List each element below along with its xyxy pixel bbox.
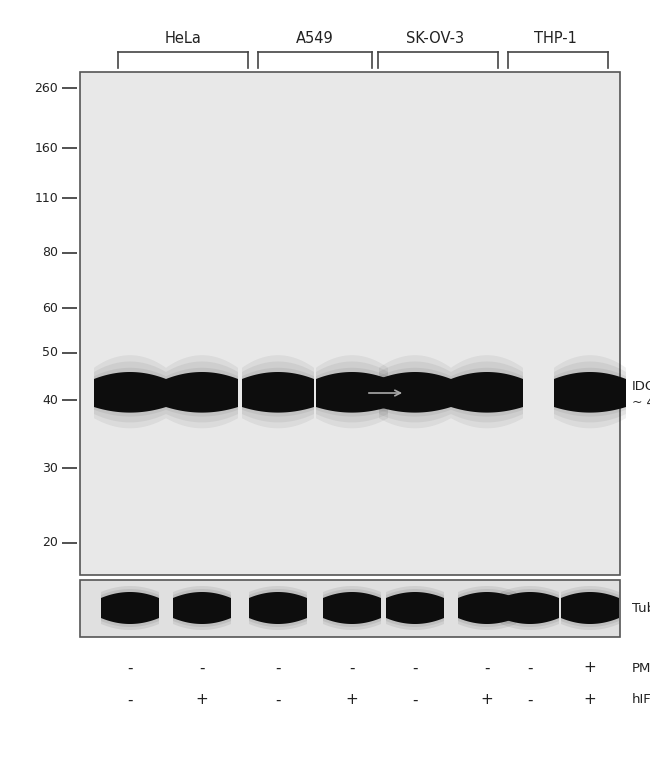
Text: 50: 50: [42, 346, 58, 360]
Polygon shape: [554, 372, 626, 413]
Text: -: -: [127, 661, 133, 675]
Polygon shape: [166, 361, 238, 423]
Text: -: -: [127, 692, 133, 708]
Text: -: -: [349, 661, 355, 675]
Text: -: -: [412, 692, 418, 708]
Polygon shape: [501, 592, 559, 624]
Text: 80: 80: [42, 246, 58, 259]
Polygon shape: [242, 368, 314, 417]
Text: +: +: [480, 692, 493, 708]
Polygon shape: [242, 355, 314, 428]
Polygon shape: [94, 361, 166, 423]
Text: 160: 160: [34, 142, 58, 155]
Polygon shape: [94, 355, 166, 428]
Text: PMA: PMA: [632, 661, 650, 675]
Polygon shape: [451, 355, 523, 428]
Polygon shape: [249, 589, 307, 627]
Polygon shape: [451, 372, 523, 413]
Text: HeLa: HeLa: [164, 31, 202, 46]
Polygon shape: [166, 372, 238, 413]
Polygon shape: [323, 589, 381, 627]
Polygon shape: [554, 355, 626, 428]
Text: 60: 60: [42, 302, 58, 314]
Polygon shape: [561, 592, 619, 624]
Polygon shape: [94, 372, 166, 413]
Polygon shape: [101, 589, 159, 627]
Polygon shape: [242, 372, 314, 413]
Text: -: -: [275, 692, 281, 708]
Polygon shape: [316, 372, 388, 413]
Polygon shape: [501, 589, 559, 627]
Text: +: +: [584, 661, 597, 675]
Text: A549: A549: [296, 31, 334, 46]
Polygon shape: [166, 368, 238, 417]
Text: -: -: [200, 661, 205, 675]
Text: IDO1: IDO1: [632, 380, 650, 393]
Polygon shape: [451, 361, 523, 423]
Polygon shape: [561, 586, 619, 630]
Polygon shape: [316, 361, 388, 423]
Text: -: -: [527, 692, 533, 708]
Text: -: -: [527, 661, 533, 675]
Polygon shape: [386, 592, 444, 624]
Polygon shape: [379, 368, 451, 417]
Polygon shape: [458, 592, 516, 624]
Polygon shape: [379, 355, 451, 428]
Polygon shape: [323, 592, 381, 624]
Text: Tubulin: Tubulin: [632, 601, 650, 614]
Text: SK-OV-3: SK-OV-3: [406, 31, 464, 46]
Polygon shape: [101, 586, 159, 630]
Text: 30: 30: [42, 461, 58, 474]
Polygon shape: [379, 361, 451, 423]
Polygon shape: [458, 589, 516, 627]
Text: +: +: [584, 692, 597, 708]
Text: -: -: [275, 661, 281, 675]
Polygon shape: [166, 355, 238, 428]
Text: 40: 40: [42, 393, 58, 407]
Polygon shape: [501, 586, 559, 630]
Polygon shape: [173, 592, 231, 624]
Polygon shape: [323, 586, 381, 630]
Text: +: +: [346, 692, 358, 708]
Polygon shape: [173, 589, 231, 627]
Text: ~ 45 kDa: ~ 45 kDa: [632, 397, 650, 410]
Polygon shape: [316, 355, 388, 428]
Polygon shape: [249, 592, 307, 624]
Text: 110: 110: [34, 192, 58, 205]
Polygon shape: [458, 586, 516, 630]
Polygon shape: [386, 589, 444, 627]
Polygon shape: [379, 372, 451, 413]
Polygon shape: [386, 586, 444, 630]
Text: 20: 20: [42, 537, 58, 550]
Polygon shape: [173, 586, 231, 630]
Polygon shape: [451, 368, 523, 417]
Bar: [80, 580, 620, 637]
Polygon shape: [94, 368, 166, 417]
Polygon shape: [316, 368, 388, 417]
Text: -: -: [412, 661, 418, 675]
Text: THP-1: THP-1: [534, 31, 577, 46]
Polygon shape: [554, 368, 626, 417]
Text: -: -: [484, 661, 489, 675]
Polygon shape: [561, 589, 619, 627]
Text: 260: 260: [34, 82, 58, 95]
Text: hIFN-γ: hIFN-γ: [632, 694, 650, 707]
Bar: [80, 72, 620, 575]
Polygon shape: [242, 361, 314, 423]
Text: +: +: [196, 692, 209, 708]
Polygon shape: [101, 592, 159, 624]
Polygon shape: [554, 361, 626, 423]
Polygon shape: [249, 586, 307, 630]
